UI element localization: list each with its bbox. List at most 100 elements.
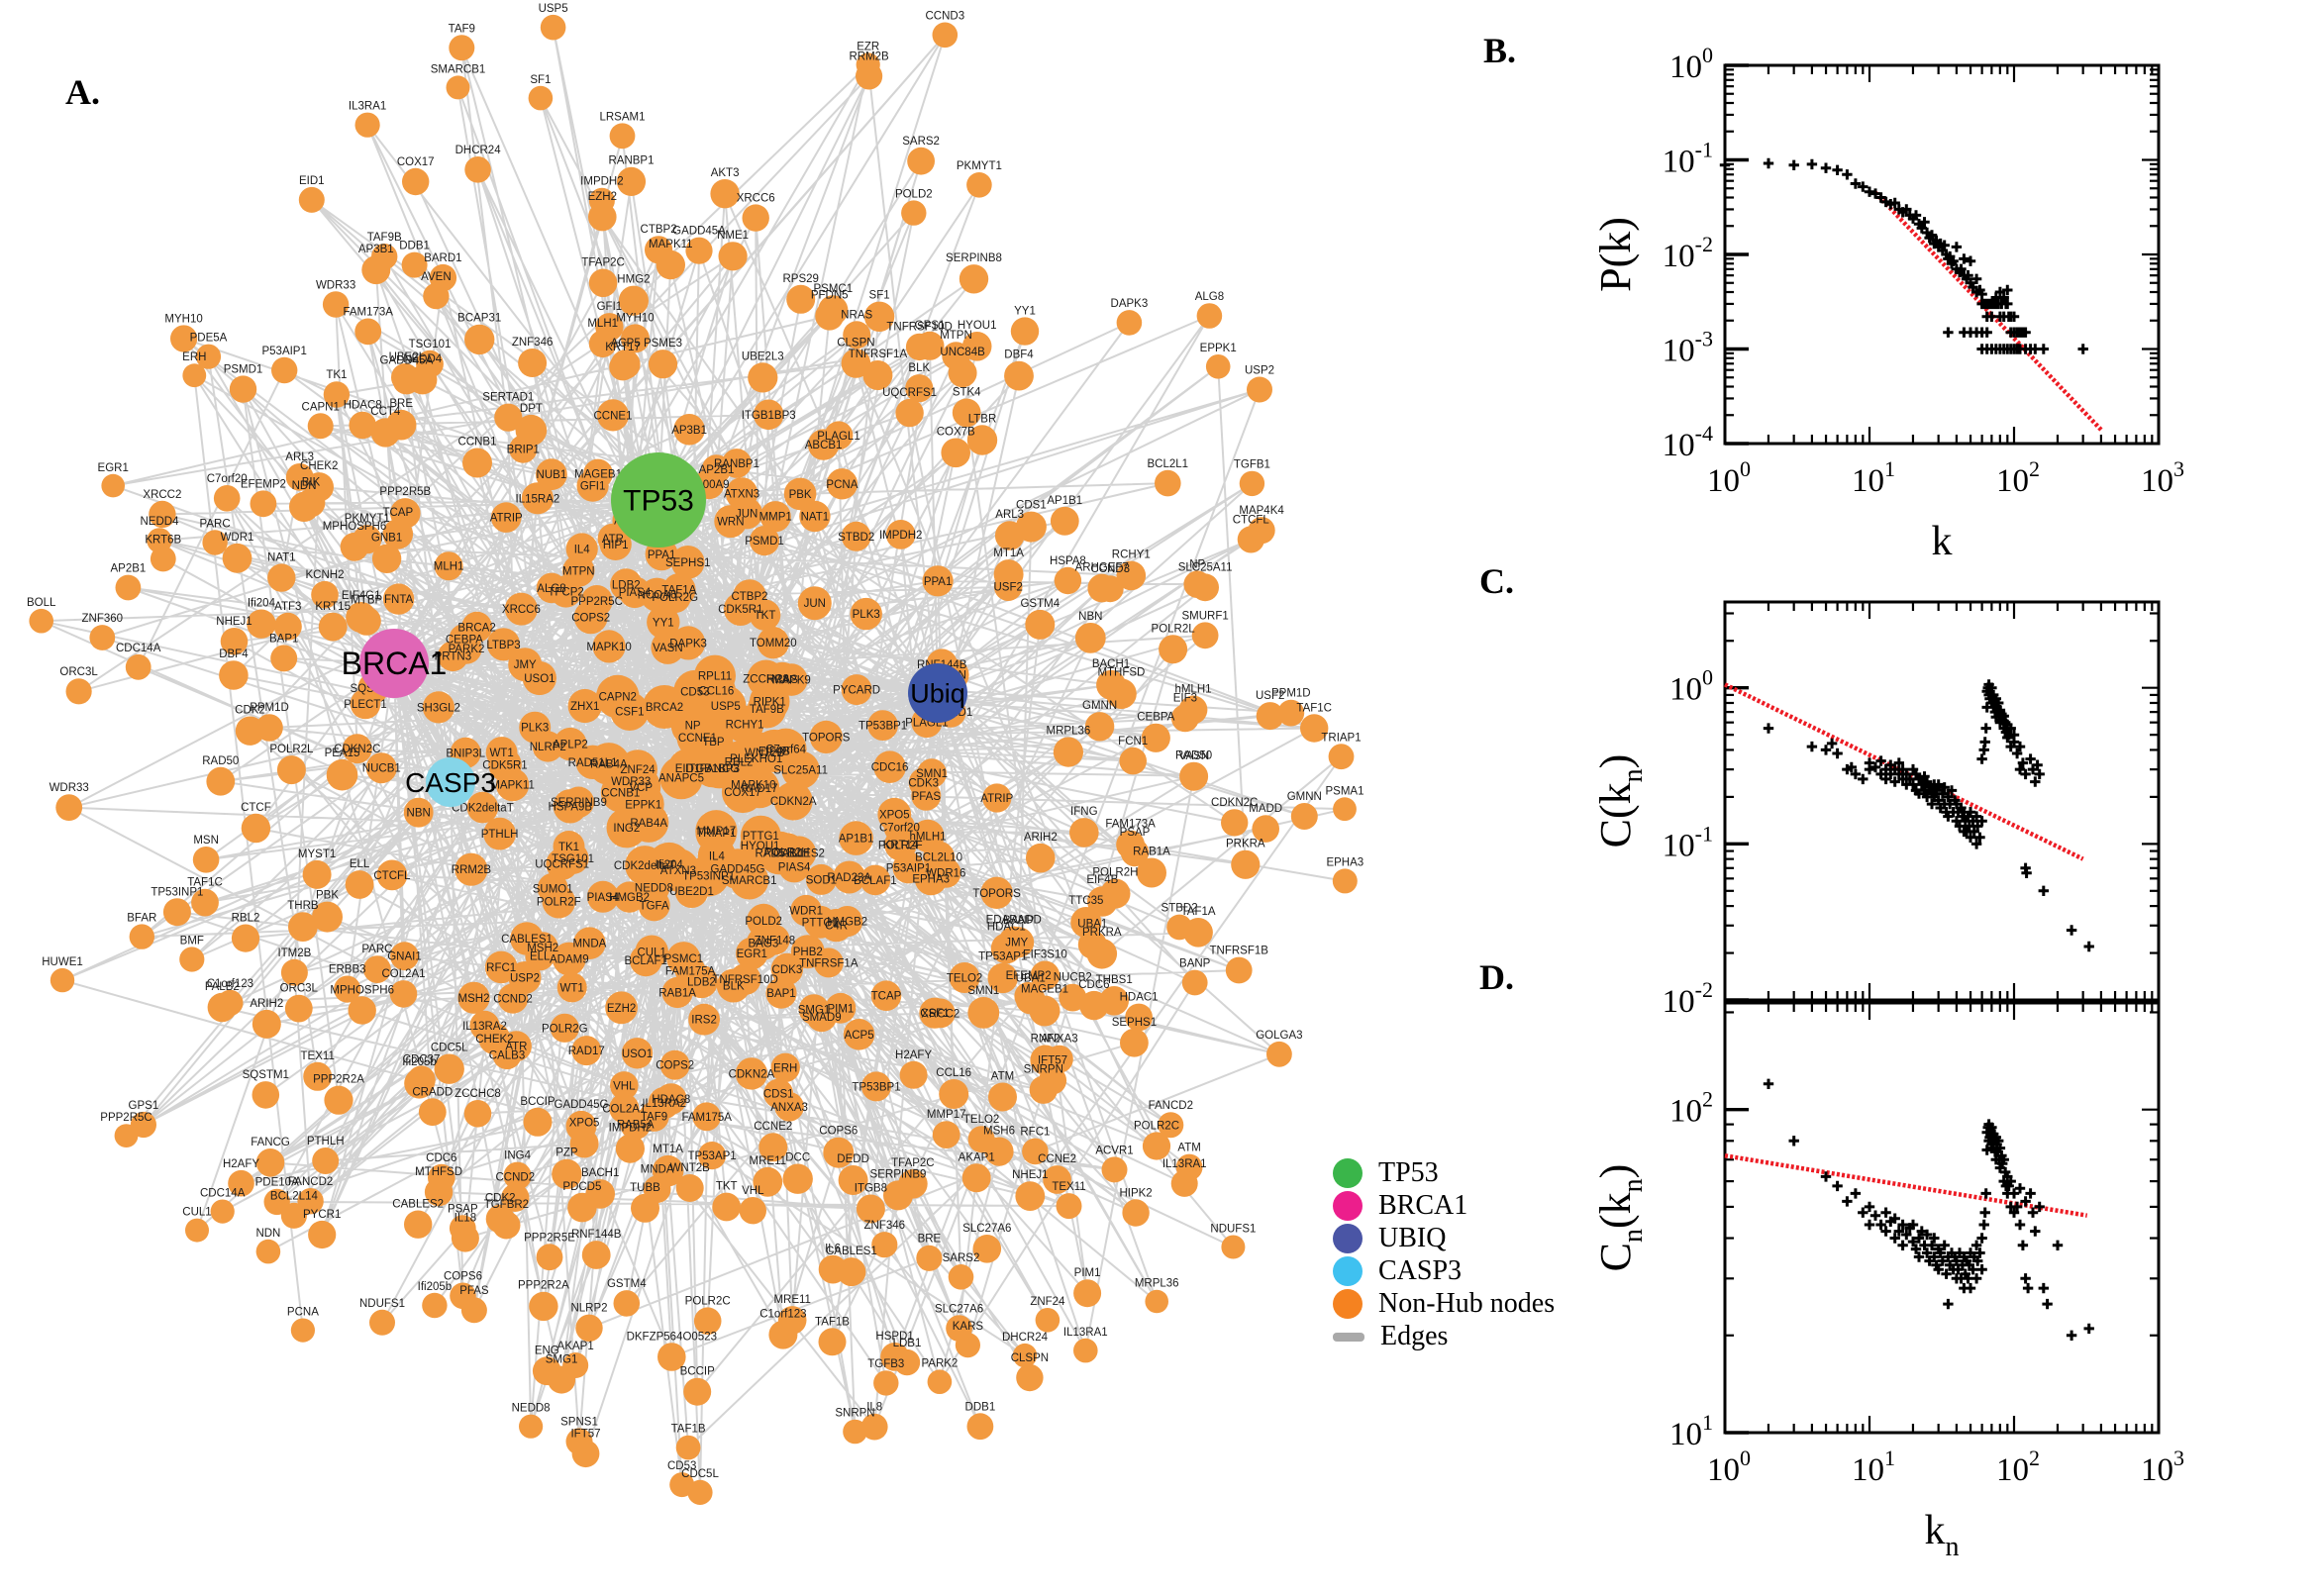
network-node — [130, 1111, 156, 1139]
network-node — [809, 720, 843, 754]
gene-label: RAD51L1 — [755, 848, 804, 860]
gene-label: ARIH2 — [1024, 832, 1058, 844]
gene-label: MNDA — [572, 939, 606, 950]
gene-label: PTTG1 — [743, 831, 779, 843]
network-node — [55, 794, 83, 821]
network-node — [946, 1315, 972, 1342]
gene-label: TOMM20 — [750, 638, 797, 649]
network-node — [284, 994, 313, 1023]
gene-label: TAF1A — [661, 585, 696, 597]
gene-label: TEX11 — [301, 1050, 335, 1062]
gene-label: EFEMP2 — [1006, 970, 1052, 982]
network-node — [765, 977, 797, 1009]
gene-label: ATM — [1177, 1143, 1200, 1154]
gene-label: BCL2L1 — [1148, 458, 1189, 470]
gene-label: MSH6 — [983, 1126, 1015, 1138]
gene-label: CTCFL — [1233, 514, 1270, 526]
gene-label: EZH2 — [607, 1003, 636, 1015]
gene-label: WRN — [717, 517, 744, 529]
network-node — [685, 237, 713, 264]
gene-label: ITGB1BP3 — [742, 410, 796, 422]
gene-label: C1orf123 — [759, 1309, 806, 1321]
network-node — [1101, 1156, 1128, 1183]
gene-label: GFI1 — [597, 301, 623, 313]
network-node — [485, 737, 518, 768]
gene-label: RFC1 — [1020, 1127, 1050, 1139]
network-node — [893, 1348, 921, 1376]
network-node — [919, 997, 951, 1029]
network-node — [1120, 1028, 1149, 1057]
gene-label: RRM2B — [452, 864, 492, 876]
gene-label: PKMYT1 — [345, 513, 390, 525]
gene-label: BCL2L14 — [270, 1191, 319, 1203]
network-node — [1252, 815, 1279, 843]
network-node — [401, 251, 428, 278]
gene-label: CCNB1 — [458, 437, 497, 449]
network-node — [684, 964, 719, 999]
network-node — [334, 975, 361, 1003]
network-node — [390, 498, 421, 529]
network-node — [324, 1085, 354, 1115]
gene-label: PALB2 — [205, 981, 240, 993]
gene-label: PIAS4 — [778, 862, 811, 874]
gene-label: MADD — [1249, 803, 1282, 815]
network-node — [434, 1053, 464, 1084]
network-node — [959, 264, 989, 294]
gene-label: DBF4 — [219, 648, 249, 660]
gene-label: WDR1 — [221, 532, 254, 544]
gene-label: USF2 — [993, 582, 1022, 594]
gene-label: TAF9B — [750, 704, 784, 716]
network-node — [1158, 1112, 1184, 1139]
gene-label: IMPDH2 — [580, 176, 623, 188]
network-node — [354, 112, 380, 138]
network-node — [365, 752, 397, 784]
network-node — [838, 1165, 868, 1195]
gene-label: PSMC1 — [813, 283, 853, 295]
tick-label: 103 — [2141, 1446, 2184, 1488]
network-node — [1026, 843, 1056, 873]
tick-label: 10-2 — [1663, 232, 1713, 274]
gene-label: CTBP2 — [731, 591, 767, 603]
gene-label: XRCC2 — [143, 489, 181, 501]
network-node — [255, 1148, 285, 1177]
network-node — [731, 497, 763, 530]
network-node — [348, 996, 376, 1025]
gene-label: BCCIP — [520, 1096, 555, 1108]
hub-label: Ubiq — [910, 678, 965, 708]
network-node — [521, 482, 555, 515]
network-node — [813, 948, 844, 978]
network-node — [449, 35, 475, 61]
tick-label: 102 — [1669, 1087, 1713, 1130]
gene-label: BCAP31 — [457, 313, 501, 325]
gene-label: PLK3 — [853, 609, 880, 621]
network-node — [353, 525, 382, 554]
gene-label: EZR — [857, 41, 879, 52]
gene-label: WDR33 — [50, 782, 89, 794]
network-node — [618, 285, 650, 316]
gene-label: hMLH1 — [909, 831, 946, 843]
network-node — [371, 544, 402, 573]
network-node — [255, 1239, 281, 1264]
gene-label: DEDD — [837, 1153, 869, 1165]
network-node — [1183, 918, 1213, 948]
gene-label: NHEJ1 — [216, 616, 252, 628]
gene-label: Ifi204 — [248, 598, 276, 610]
gene-label: TNFRSF10D — [712, 974, 777, 986]
gene-label: IL4 — [709, 850, 726, 862]
gene-label: MTPN — [562, 566, 595, 578]
gene-label: DKFZP564O0523 — [627, 1331, 717, 1343]
gene-label: NHEJ1 — [1012, 1169, 1048, 1181]
network-node — [1015, 511, 1047, 543]
gene-label: RAD50 — [1175, 750, 1212, 762]
network-node — [585, 1179, 615, 1209]
network-node — [255, 714, 283, 742]
network-node — [213, 485, 241, 512]
gene-label: RFC1 — [486, 962, 516, 974]
network-node — [982, 783, 1012, 813]
gene-label: CABLES1 — [501, 934, 553, 946]
network-node — [861, 1071, 891, 1102]
fit-line — [1873, 191, 2103, 432]
gene-label: FAM173A — [1105, 819, 1156, 831]
gene-label: TAF1B — [815, 1316, 850, 1328]
gene-label: ATM — [991, 1071, 1014, 1083]
